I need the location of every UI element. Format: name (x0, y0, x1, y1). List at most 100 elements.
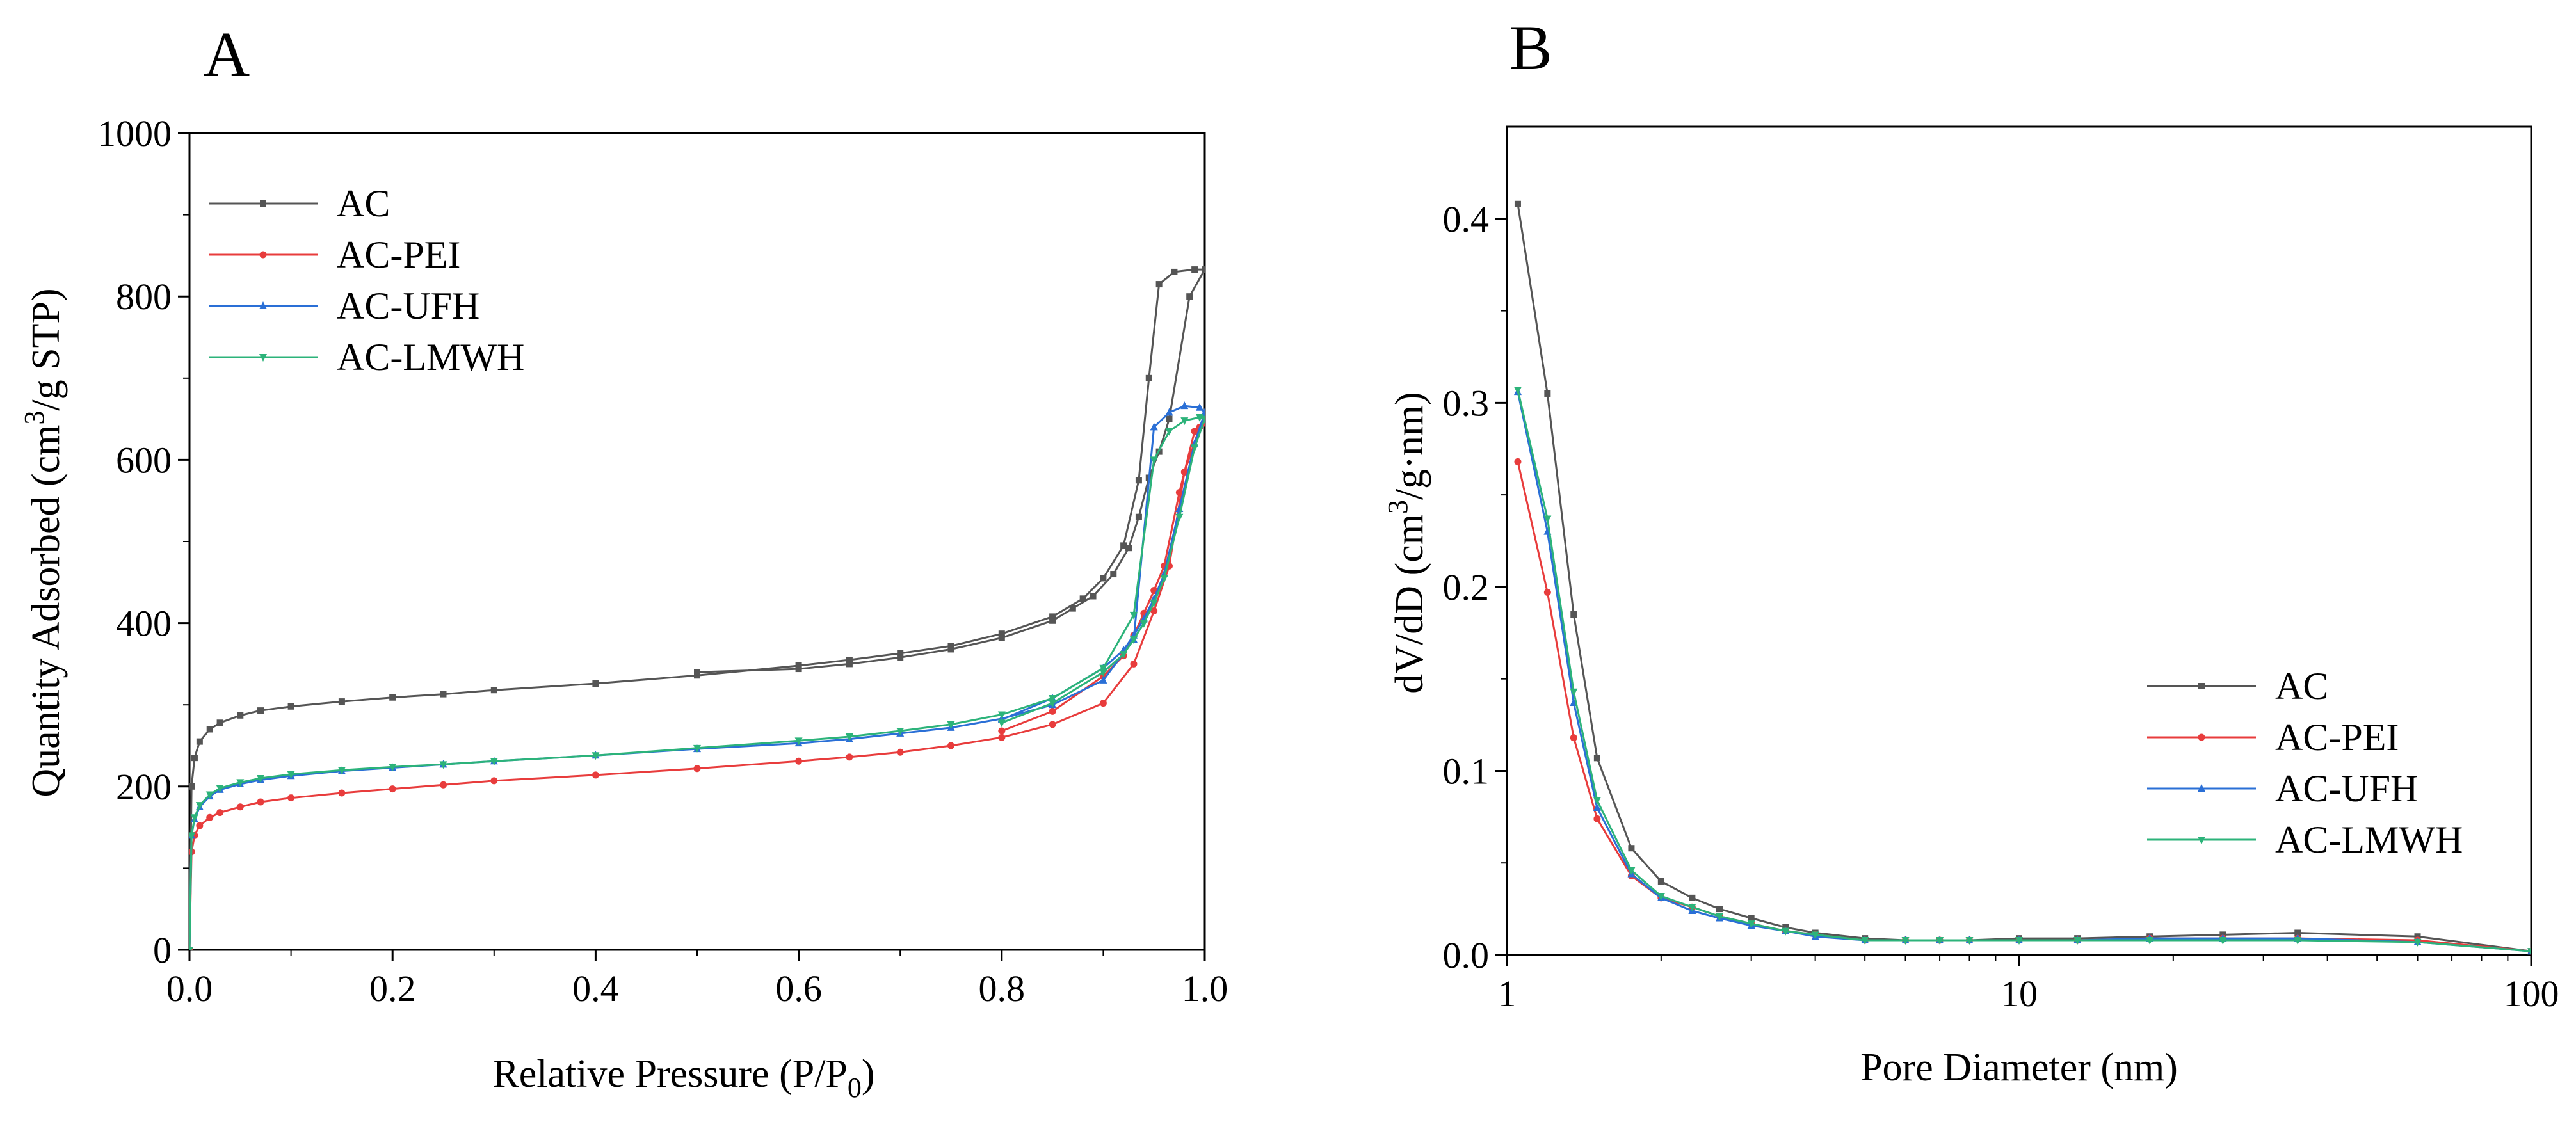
panel-b-series-ac-lmwh-point (1965, 936, 1974, 945)
panel-a-legend-label: AC-LMWH (337, 336, 524, 378)
panel-a-series-ac-point (287, 703, 294, 710)
panel-a-x-tick-label: 0.6 (775, 968, 822, 1009)
panel-b-series-ac-lmwh-point (2073, 936, 2082, 945)
panel-a-series-ac-point (196, 738, 203, 745)
panel-a-series-ac-pei-point (1049, 721, 1056, 728)
panel-a-series-ac-point (1191, 266, 1198, 273)
panel-a-series-ac-point (1069, 605, 1076, 612)
panel-a-series-ac-pei-point (287, 794, 295, 802)
panel-a-series-ac-lmwh-point (693, 744, 701, 753)
panel-b-y-tick-label: 0.3 (1443, 382, 1490, 424)
panel-a-series-ac-lmwh-point (845, 733, 853, 741)
panel-b-series-ac-lmwh-point (1747, 920, 1755, 929)
panel-b-legend-marker (2198, 733, 2205, 741)
panel-a-series-ac-pei-point (592, 771, 599, 779)
panel-a-series-ac-pei-point (795, 757, 803, 765)
panel-b-series-ac-lmwh-point (1782, 927, 1790, 936)
panel-a-series-ac-pei-point (338, 789, 346, 797)
panel-a-y-tick-label: 600 (116, 439, 172, 481)
panel-b-series-ac-ufh-line (1517, 391, 2531, 952)
panel-a-series-ac-pei-point (1180, 469, 1188, 476)
panel-a-series-ac-point (257, 707, 264, 714)
panel-a-series-ac-pei-point (693, 765, 701, 773)
panel-b-series-ac-lmwh-point (2219, 936, 2227, 945)
panel-a-series-ac-point (490, 687, 497, 694)
panel-a-series-ac-lmwh-point (216, 785, 224, 793)
panel-a-series-ac-lmwh-point (592, 752, 600, 760)
panel-a-series-ac-pei-point (846, 753, 853, 761)
panel-a-series-ac-pei-line (189, 422, 1205, 950)
panel-a-series-ac-line (189, 268, 1205, 950)
panel-b-x-tick-label: 10 (2000, 973, 2038, 1014)
panel-a-series-ac-point (1125, 545, 1132, 552)
panel-a-series-ac-pei-point (389, 785, 396, 793)
panel-a-series-ac-pei-point (1130, 660, 1138, 668)
panel-b-series-ac-lmwh-point (1570, 688, 1578, 696)
panel-b-legend-item: AC (2147, 665, 2328, 707)
panel-b-series-group (1513, 200, 2531, 955)
panel-a-series-ac-pei-point (216, 809, 224, 817)
panel-a-series-ac-point (1171, 268, 1178, 275)
panel-b-series-ac-lmwh-point (1513, 387, 1522, 395)
panel-b-series-ac-lmwh-point (1627, 867, 1636, 875)
panel-a-x-tick-label: 0.0 (166, 968, 213, 1009)
panel-b-series-ac-lmwh-point (1715, 913, 1723, 921)
panel-a-series-ac-pei-point (998, 733, 1006, 741)
panel-b-series-ac-lmwh-point (1688, 904, 1696, 912)
panel-a-series-ac-point (694, 672, 700, 679)
panel-b-series-ac-lmwh-point (1861, 936, 1869, 945)
panel-b-series-ac-point (1514, 200, 1521, 207)
panel-b-legend-marker (2198, 837, 2205, 844)
panel-a-legend-label: AC (337, 182, 390, 225)
panel-b-x-tick-label: 100 (2504, 973, 2559, 1014)
panel-a-series-ac-lmwh-point (1120, 651, 1128, 659)
panel-b-legend-item: AC-LMWH (2147, 819, 2463, 861)
panel-b-letter: B (1509, 12, 1552, 83)
panel-a-series-ac-pei-point (1049, 707, 1056, 715)
panel-b-series-ac-pei-point (1570, 734, 1577, 742)
panel-a-series-ac-lmwh-point (997, 719, 1006, 728)
panel-a-series-ac-point (1049, 617, 1056, 624)
panel-a-series-ac-lmwh-point (1099, 669, 1107, 677)
panel-a-series-ac-lmwh-point (1150, 599, 1158, 607)
panel-b-series-ac-lmwh-point (1811, 931, 1819, 940)
panel-a-series-ac-lmwh-point (947, 721, 955, 729)
panel-b-series-ac-point (1628, 845, 1635, 852)
panel-b-series-ac-lmwh-line (1517, 389, 2531, 952)
panel-a-series-ac-ufh-point (1165, 408, 1173, 416)
panel-a-series-ac-lmwh-point (189, 947, 193, 950)
panel-a-x-axis-title: Relative Pressure (P/P0) (492, 1052, 874, 1103)
panel-a-series-ac-pei-point (947, 742, 954, 749)
panel-a-series-ac-pei-point (236, 803, 244, 811)
panel-a-series-ac-lmwh-point (896, 728, 905, 736)
panel-a-series-ac-point (440, 691, 447, 698)
panel-b-y-tick-label: 0.4 (1443, 198, 1490, 240)
panel-a-series-ac-point (1090, 593, 1097, 600)
panel-b-series-ac-lmwh-point (2294, 936, 2302, 945)
panel-a-series-ac-lmwh-point (1099, 664, 1107, 673)
panel-b-series-ac-point (1716, 906, 1723, 913)
panel-a-series-ac-pei-point (1099, 700, 1107, 707)
panel-b-series-ac-lmwh-point (2413, 938, 2422, 947)
panel-b-series-ac-point (1544, 390, 1551, 397)
panel-a-y-tick-label: 200 (116, 766, 172, 808)
panel-a-series-ac-lmwh-point (287, 771, 295, 779)
panel-b-series-ac-lmwh-point (1936, 936, 1944, 945)
panel-b-legend-label: AC-LMWH (2275, 819, 2463, 861)
panel-a-series-ac-point (1079, 595, 1086, 602)
panel-b: B 1 10 100 0.0 0.1 0.2 0.3 0.4 AC AC-PEI AC-UFH AC-… (1382, 12, 2559, 1089)
panel-a-series-ac-lmwh-point (236, 779, 245, 787)
panel-a-series-ac-pei-point (206, 813, 214, 821)
panel-a-series-ac-point (1186, 293, 1193, 300)
panel-a-series-ac-point (846, 661, 853, 668)
panel-a-series-ac-point (1202, 266, 1205, 273)
panel-a-legend-marker (259, 251, 267, 259)
panel-a-series-ac-lmwh-point (1191, 444, 1199, 453)
panel-a-series-ac-point (1155, 281, 1163, 288)
panel-b-series-ac-point (2294, 929, 2301, 936)
panel-a-legend-item: AC-LMWH (209, 336, 524, 378)
panel-b-series-ac-point (1570, 611, 1577, 618)
panel-b-legend-label: AC-PEI (2275, 716, 2399, 758)
panel-a-legend: AC AC-PEI AC-UFH AC-LMWH (209, 182, 524, 378)
panel-b-series-ac-point (2414, 933, 2421, 940)
